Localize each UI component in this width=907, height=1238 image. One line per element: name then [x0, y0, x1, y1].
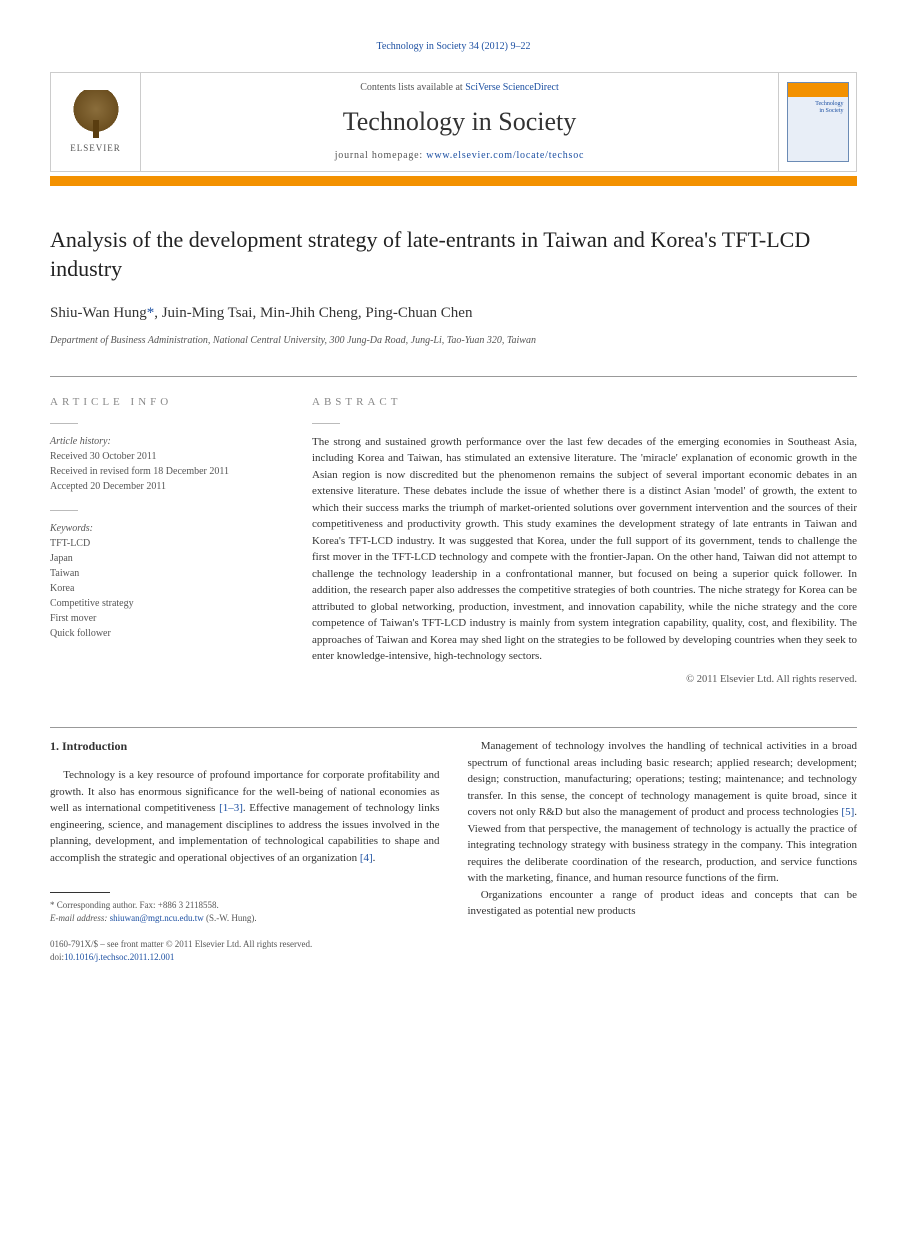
cover-caption: Technology in Society — [792, 101, 844, 114]
received-date: Received 30 October 2011 — [50, 449, 280, 464]
info-hr — [50, 423, 78, 424]
intro-paragraph-3: Organizations encounter a range of produ… — [468, 887, 858, 920]
revised-date: Received in revised form 18 December 201… — [50, 464, 280, 479]
contents-prefix: Contents lists available at — [360, 82, 465, 93]
page-footer-meta: 0160-791X/$ – see front matter © 2011 El… — [50, 938, 857, 963]
elsevier-label: ELSEVIER — [70, 142, 121, 155]
article-info-heading: ARTICLE INFO — [50, 395, 280, 410]
homepage-line: journal homepage: www.elsevier.com/locat… — [153, 149, 766, 163]
orange-divider-bar — [50, 176, 857, 186]
journal-banner: ELSEVIER Contents lists available at Sci… — [50, 72, 857, 172]
email-suffix: (S.-W. Hung). — [206, 913, 257, 923]
intro-paragraph-2: Management of technology involves the ha… — [468, 738, 858, 887]
author-list: Shiu-Wan Hung*, Juin-Ming Tsai, Min-Jhih… — [50, 303, 857, 324]
publisher-logo-box: ELSEVIER — [51, 73, 141, 171]
page-container: Technology in Society 34 (2012) 9–22 ELS… — [0, 0, 907, 1003]
doi-line: doi:10.1016/j.techsoc.2011.12.001 — [50, 951, 857, 964]
email-link[interactable]: shiuwan@mgt.ncu.edu.tw — [110, 913, 204, 923]
cover-thumb-box: Technology in Society — [778, 73, 856, 171]
article-info-col: ARTICLE INFO Article history: Received 3… — [50, 395, 280, 687]
keyword: Taiwan — [50, 566, 280, 581]
keywords-label: Keywords: — [50, 521, 280, 536]
abstract-col: ABSTRACT The strong and sustained growth… — [312, 395, 857, 687]
doi-link[interactable]: 10.1016/j.techsoc.2011.12.001 — [64, 952, 174, 962]
contents-line: Contents lists available at SciVerse Sci… — [153, 81, 766, 95]
citation-link[interactable]: [1–3] — [219, 802, 243, 814]
keyword: Japan — [50, 551, 280, 566]
email-label: E-mail address: — [50, 913, 110, 923]
keyword: First mover — [50, 611, 280, 626]
footnote-email-line: E-mail address: shiuwan@mgt.ncu.edu.tw (… — [50, 912, 440, 925]
body-col-left: 1. Introduction Technology is a key reso… — [50, 738, 440, 924]
doi-prefix: doi: — [50, 952, 64, 962]
elsevier-logo: ELSEVIER — [70, 90, 121, 155]
intro-paragraph-1: Technology is a key resource of profound… — [50, 767, 440, 866]
abstract-copyright: © 2011 Elsevier Ltd. All rights reserved… — [312, 673, 857, 688]
abstract-heading: ABSTRACT — [312, 395, 857, 410]
p2-text-a: Management of technology involves the ha… — [468, 740, 858, 818]
corresponding-footnote: * Corresponding author. Fax: +886 3 2118… — [50, 899, 440, 924]
homepage-link[interactable]: www.elsevier.com/locate/techsoc — [426, 150, 584, 161]
keyword: TFT-LCD — [50, 536, 280, 551]
meta-abstract-row: ARTICLE INFO Article history: Received 3… — [50, 395, 857, 687]
homepage-prefix: journal homepage: — [335, 150, 427, 161]
accepted-date: Accepted 20 December 2011 — [50, 479, 280, 494]
journal-citation-link[interactable]: Technology in Society 34 (2012) 9–22 — [377, 41, 531, 52]
section-heading-intro: 1. Introduction — [50, 738, 440, 755]
journal-header: Technology in Society 34 (2012) 9–22 — [50, 40, 857, 54]
abstract-hr — [312, 423, 340, 424]
p1-text-c: . — [373, 852, 376, 864]
keyword: Quick follower — [50, 626, 280, 641]
body-columns: 1. Introduction Technology is a key reso… — [50, 738, 857, 924]
author-primary: Shiu-Wan Hung — [50, 305, 147, 321]
divider-top — [50, 376, 857, 377]
article-title: Analysis of the development strategy of … — [50, 226, 857, 283]
body-col-right: Management of technology involves the ha… — [468, 738, 858, 924]
keyword: Competitive strategy — [50, 596, 280, 611]
keyword: Korea — [50, 581, 280, 596]
divider-bottom — [50, 727, 857, 728]
front-matter-line: 0160-791X/$ – see front matter © 2011 El… — [50, 938, 857, 951]
article-history: Article history: Received 30 October 201… — [50, 434, 280, 494]
citation-link[interactable]: [5] — [841, 806, 854, 818]
footnote-separator — [50, 892, 110, 893]
elsevier-tree-icon — [72, 90, 120, 138]
affiliation: Department of Business Administration, N… — [50, 334, 857, 348]
author-rest: , Juin-Ming Tsai, Min-Jhih Cheng, Ping-C… — [154, 305, 472, 321]
history-label: Article history: — [50, 434, 280, 449]
journal-title: Technology in Society — [153, 104, 766, 140]
footnote-fax: * Corresponding author. Fax: +886 3 2118… — [50, 899, 440, 912]
banner-center: Contents lists available at SciVerse Sci… — [141, 73, 778, 171]
keywords-block: Keywords: TFT-LCD Japan Taiwan Korea Com… — [50, 521, 280, 641]
keywords-hr — [50, 510, 78, 511]
cover-line1: Technology — [815, 101, 843, 107]
cover-line2: in Society — [819, 108, 843, 114]
citation-link[interactable]: [4] — [360, 852, 373, 864]
abstract-text: The strong and sustained growth performa… — [312, 434, 857, 665]
journal-cover-thumb: Technology in Society — [787, 82, 849, 162]
sciencedirect-link[interactable]: SciVerse ScienceDirect — [465, 82, 559, 93]
